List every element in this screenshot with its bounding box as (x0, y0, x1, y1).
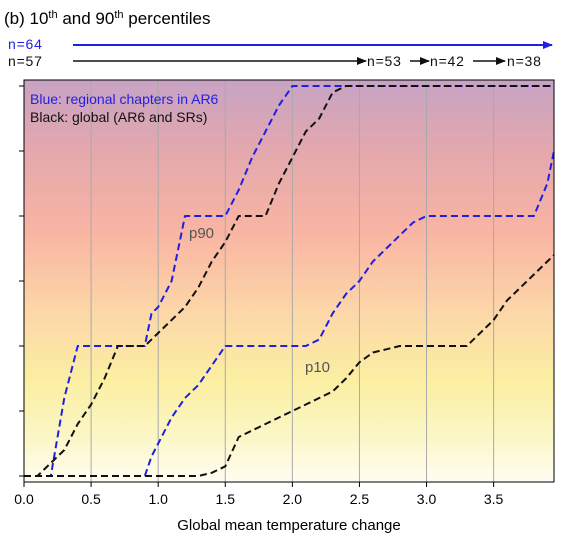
count-blue-label: n=64 (8, 36, 43, 52)
x-tick-label: 0.0 (14, 491, 34, 507)
p10-label: p10 (305, 359, 330, 376)
x-axis-label: Global mean temperature change (177, 517, 400, 534)
legend-blue-text: Blue: regional chapters in AR6 (30, 91, 219, 107)
p90-label: p90 (189, 225, 214, 242)
x-tick-label: 0.5 (81, 491, 101, 507)
x-tick-label: 1.5 (216, 491, 236, 507)
x-tick-label: 1.0 (148, 491, 168, 507)
chart-title: (b) 10th and 90th percentiles (4, 9, 210, 28)
count-black-label: n=42 (430, 53, 465, 69)
series-layer (24, 85, 555, 477)
x-tick-label: 2.5 (350, 491, 370, 507)
sample-count-header: n=64n=57 n=53 n=42 n=38 (8, 36, 553, 69)
axes: 0.0 0.5 1.0 1.5 2.0 2.5 3.0 3.5 (14, 85, 504, 507)
x-tick-label: 2.0 (283, 491, 303, 507)
count-black-label: n=53 (367, 53, 402, 69)
count-black-label: n=38 (507, 53, 542, 69)
x-tick-label: 3.5 (484, 491, 504, 507)
plot-background (24, 80, 554, 482)
legend-black-text: Black: global (AR6 and SRs) (30, 109, 207, 125)
count-black-label: n=57 (8, 53, 43, 69)
black-p90-line (24, 85, 554, 477)
black-p10-line (24, 254, 555, 477)
x-tick-label: 3.0 (417, 491, 437, 507)
